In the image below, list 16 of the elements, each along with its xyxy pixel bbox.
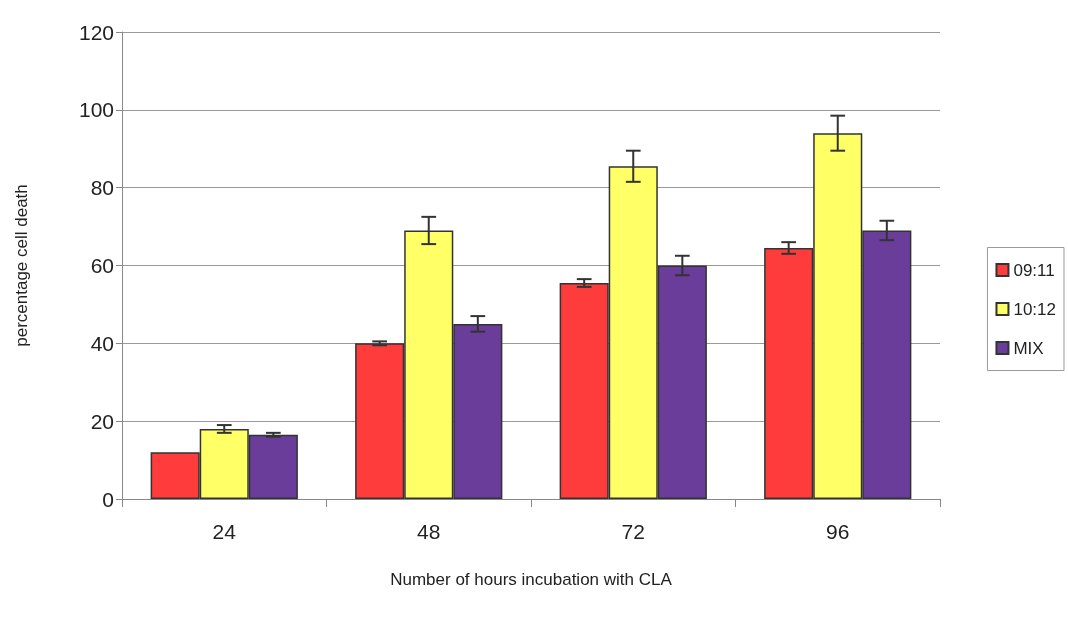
- x-tick-label: 72: [621, 520, 645, 543]
- legend-label: 09:11: [1013, 260, 1055, 280]
- y-tick-label: 20: [90, 409, 114, 433]
- x-axis-title: Number of hours incubation with CLA: [390, 570, 673, 589]
- y-tick-label: 0: [102, 487, 114, 511]
- y-tick-label: 80: [90, 176, 114, 200]
- x-tick-label: 96: [826, 520, 850, 543]
- y-tick-label: 120: [78, 20, 114, 44]
- legend-label: MIX: [1013, 338, 1044, 358]
- x-tick-label: 48: [417, 520, 441, 543]
- x-tick-label: 24: [212, 520, 237, 543]
- y-tick-label: 60: [90, 254, 114, 277]
- y-tick-label: 100: [78, 98, 114, 122]
- y-axis-title: percentage cell death: [12, 184, 31, 347]
- y-tick-label: 40: [90, 331, 114, 355]
- legend-label: 10:12: [1013, 299, 1057, 319]
